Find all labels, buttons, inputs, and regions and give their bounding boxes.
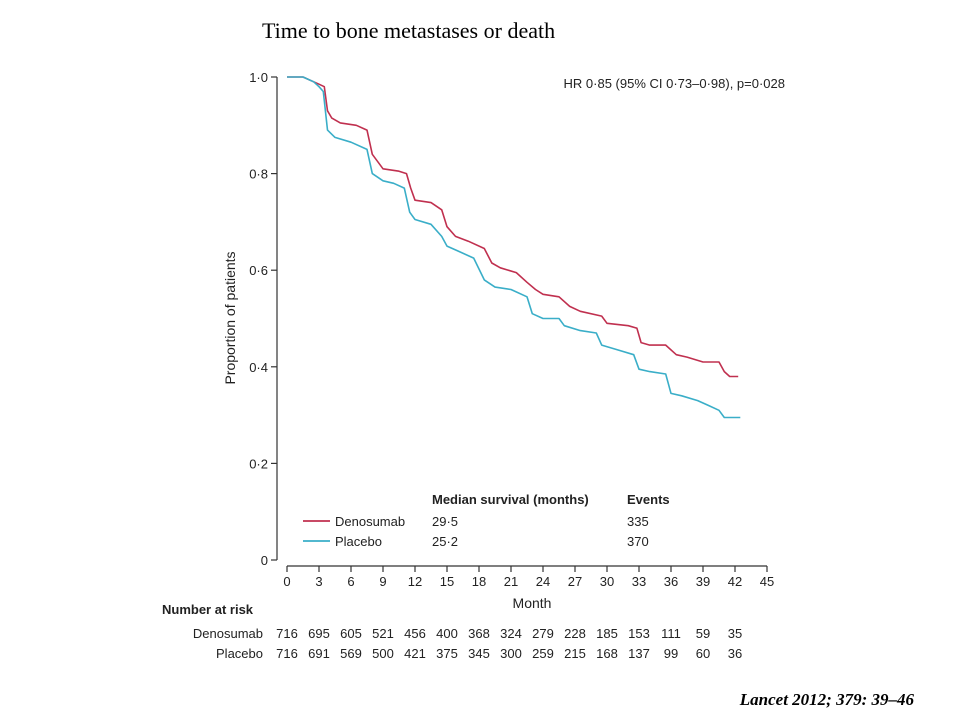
x-tick-label: 12: [408, 574, 422, 589]
hazard-ratio-annotation: HR 0·85 (95% CI 0·73–0·98), p=0·028: [564, 76, 785, 91]
x-tick-label: 33: [632, 574, 646, 589]
series-line-denosumab: [287, 76, 739, 378]
risk-value: 716: [276, 646, 298, 661]
legend-header-median: Median survival (months): [432, 492, 589, 507]
legend-label: Placebo: [335, 534, 382, 549]
risk-row-label: Denosumab: [193, 626, 263, 641]
risk-value: 228: [564, 626, 586, 641]
x-tick-label: 18: [472, 574, 486, 589]
risk-value: 716: [276, 626, 298, 641]
number-at-risk-table: Number at risk Denosumab 716 695 605 521 456 40…: [162, 602, 742, 661]
risk-row-label: Placebo: [216, 646, 263, 661]
survival-curves: [287, 76, 741, 419]
risk-value: 185: [596, 626, 618, 641]
risk-value: 153: [628, 626, 650, 641]
slide-title: Time to bone metastases or death: [262, 18, 556, 43]
x-tick-label: 15: [440, 574, 454, 589]
risk-value: 400: [436, 626, 458, 641]
x-tick-label: 27: [568, 574, 582, 589]
x-tick-label: 42: [728, 574, 742, 589]
y-tick-label: 0·2: [249, 456, 268, 471]
x-tick-label: 6: [347, 574, 354, 589]
x-tick-label: 45: [760, 574, 774, 589]
x-tick-label: 21: [504, 574, 518, 589]
y-tick-label: 0·6: [249, 263, 268, 278]
risk-value: 605: [340, 626, 362, 641]
risk-value: 259: [532, 646, 554, 661]
risk-value: 111: [661, 626, 681, 641]
risk-value: 300: [500, 646, 522, 661]
x-tick-label: 9: [379, 574, 386, 589]
risk-value: 324: [500, 626, 522, 641]
risk-value: 215: [564, 646, 586, 661]
risk-value: 521: [372, 626, 394, 641]
legend-median-value: 29·5: [432, 514, 458, 529]
risk-value: 59: [696, 626, 710, 641]
risk-value: 368: [468, 626, 490, 641]
y-tick-label: 0: [261, 553, 268, 568]
y-tick-label: 0·4: [249, 360, 268, 375]
legend-events-value: 370: [627, 534, 649, 549]
series-line-placebo: [287, 76, 741, 419]
legend: Median survival (months) Events Denosumab 2…: [303, 492, 670, 549]
risk-value: 569: [340, 646, 362, 661]
legend-median-value: 25·2: [432, 534, 458, 549]
risk-value: 500: [372, 646, 394, 661]
risk-value: 35: [728, 626, 742, 641]
axes: 00·20·40·60·81·00 3 6 9 12 15 18 21 24 27 30 33 36 39…: [222, 70, 785, 611]
risk-value: 279: [532, 626, 554, 641]
risk-value: 137: [628, 646, 650, 661]
risk-value: 99: [664, 646, 678, 661]
risk-value: 345: [468, 646, 490, 661]
risk-value: 168: [596, 646, 618, 661]
x-tick-label: 0: [283, 574, 290, 589]
risk-value: 375: [436, 646, 458, 661]
risk-value: 421: [404, 646, 426, 661]
number-at-risk-title: Number at risk: [162, 602, 254, 617]
risk-value: 36: [728, 646, 742, 661]
y-tick-label: 1·0: [249, 70, 268, 85]
x-tick-label: 24: [536, 574, 550, 589]
legend-events-value: 335: [627, 514, 649, 529]
legend-label: Denosumab: [335, 514, 405, 529]
y-axis-title: Proportion of patients: [222, 251, 238, 384]
x-tick-label: 39: [696, 574, 710, 589]
x-tick-label: 3: [315, 574, 322, 589]
risk-value: 60: [696, 646, 710, 661]
x-tick-label: 36: [664, 574, 678, 589]
risk-value: 695: [308, 626, 330, 641]
x-axis-title: Month: [513, 595, 552, 611]
risk-value: 691: [308, 646, 330, 661]
y-tick-label: 0·8: [249, 167, 268, 182]
x-tick-label: 30: [600, 574, 614, 589]
risk-value: 456: [404, 626, 426, 641]
legend-header-events: Events: [627, 492, 670, 507]
citation: Lancet 2012; 379: 39–46: [739, 690, 914, 709]
